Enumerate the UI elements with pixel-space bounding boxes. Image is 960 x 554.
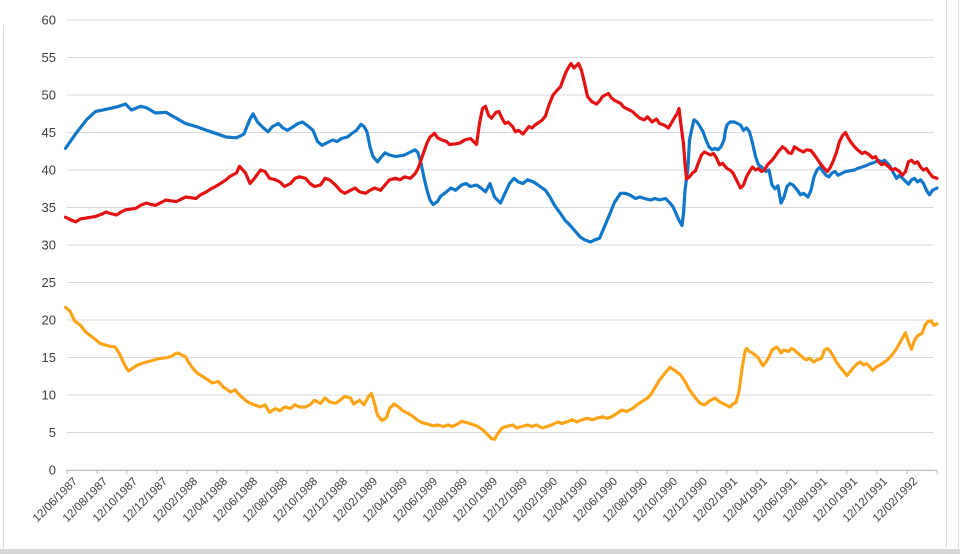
y-tick-label: 40: [42, 163, 56, 178]
y-tick-label: 20: [42, 313, 56, 328]
y-tick-label: 60: [42, 13, 56, 28]
blue-series-line: [63, 102, 939, 244]
y-tick-label: 10: [42, 388, 56, 403]
y-tick-label: 50: [42, 88, 56, 103]
gridlines: [67, 19, 934, 471]
x-axis-labels: 12/06/198712/08/198712/10/198712/12/1987…: [31, 476, 920, 525]
y-tick-label: 15: [42, 350, 56, 365]
x-axis: [66, 470, 938, 474]
red-series-line: [63, 61, 939, 224]
y-tick-label: 35: [42, 200, 56, 215]
window-bottom-edge: [0, 549, 960, 554]
y-tick-label: 0: [49, 463, 56, 478]
y-tick-label: 45: [42, 125, 56, 140]
data-series: [63, 61, 939, 441]
y-tick-label: 25: [42, 275, 56, 290]
orange-series-line: [63, 305, 939, 441]
y-axis-labels: 0 5 10 15 20 25 30 35 40 45 50 55 60: [42, 13, 56, 478]
y-tick-label: 30: [42, 238, 56, 253]
y-tick-label: 5: [49, 425, 56, 440]
y-tick-label: 55: [42, 50, 56, 65]
